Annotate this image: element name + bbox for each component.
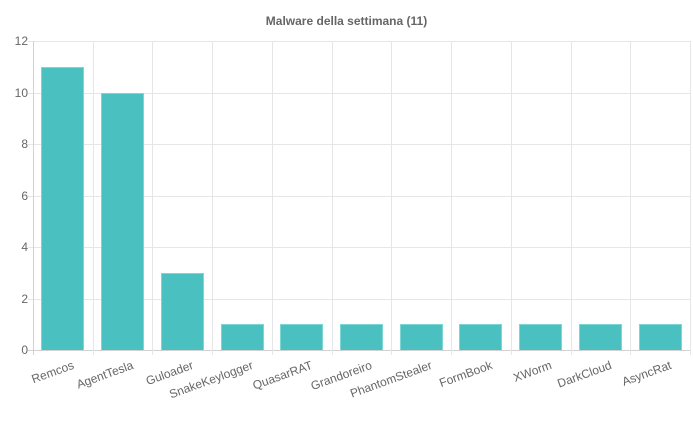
- x-axis-category-label: DarkCloud: [555, 358, 614, 391]
- x-gridline: [510, 41, 512, 355]
- y-gridline: [28, 298, 690, 300]
- bar-asyncrat: [638, 324, 682, 350]
- y-gridline: [28, 195, 690, 197]
- bar-quasarrat: [280, 324, 324, 350]
- x-axis-category-label: AgentTesla: [74, 358, 136, 392]
- x-gridline: [690, 41, 691, 355]
- x-gridline: [92, 41, 94, 355]
- bar-remcos: [41, 66, 85, 350]
- x-axis-category-label: AsyncRat: [619, 358, 673, 389]
- x-axis-category-label: FormBook: [436, 358, 494, 391]
- bar-guloader: [160, 272, 204, 350]
- chart-title: Malware della settimana (11): [265, 14, 428, 28]
- y-gridline: [28, 92, 690, 94]
- y-gridline: [28, 41, 690, 42]
- bar-darkcloud: [578, 324, 622, 350]
- x-axis-category-label: Remcos: [29, 358, 76, 387]
- x-gridline: [630, 41, 632, 355]
- y-axis-tick-label: 2: [21, 291, 28, 306]
- bar-xworm: [519, 324, 563, 350]
- y-gridline: [28, 350, 690, 351]
- y-gridline: [28, 144, 690, 145]
- bar-agenttesla: [101, 92, 145, 350]
- y-axis-tick-label: 0: [21, 343, 28, 357]
- x-gridline: [451, 41, 453, 355]
- x-gridline: [331, 41, 333, 355]
- bar-phantomstealer: [399, 324, 443, 350]
- y-axis-tick-label: 6: [21, 188, 28, 203]
- x-axis-category-label: XWorm: [511, 358, 554, 385]
- y-gridline: [28, 247, 690, 248]
- y-axis-line: [33, 41, 34, 355]
- bar-formbook: [459, 324, 503, 350]
- x-gridline: [570, 41, 572, 355]
- x-gridline: [271, 41, 273, 355]
- x-gridline: [391, 41, 393, 355]
- y-axis-tick-label: 12: [14, 34, 28, 48]
- y-axis-tick-label: 8: [21, 137, 28, 151]
- y-axis-tick-label: 10: [14, 85, 28, 100]
- x-axis-category-label: QuasarRAT: [251, 358, 315, 393]
- x-gridline: [152, 41, 154, 355]
- bar-snakekeylogger: [220, 324, 264, 350]
- bar-grandoreiro: [340, 324, 383, 350]
- x-gridline: [212, 41, 214, 355]
- y-axis-tick-label: 4: [21, 240, 28, 254]
